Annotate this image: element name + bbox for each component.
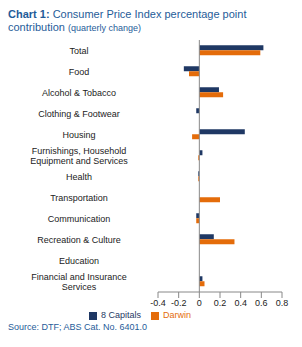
svg-text:Furnishings, Household: Furnishings, Household — [32, 146, 127, 156]
svg-text:0.4: 0.4 — [234, 298, 247, 308]
svg-text:Total: Total — [69, 46, 88, 56]
svg-text:Housing: Housing — [62, 130, 95, 140]
svg-text:0.6: 0.6 — [255, 298, 268, 308]
svg-text:0.2: 0.2 — [214, 298, 227, 308]
svg-text:Education: Education — [59, 256, 99, 266]
svg-text:Alcohol & Tobacco: Alcohol & Tobacco — [42, 88, 116, 98]
svg-text:0.8: 0.8 — [276, 298, 289, 308]
html-text:Darwin: Darwin — [163, 310, 191, 320]
svg-text:Recreation & Culture: Recreation & Culture — [37, 235, 121, 245]
svg-text:-0.2: -0.2 — [171, 298, 187, 308]
svg-text:Equipment and Services: Equipment and Services — [30, 156, 128, 166]
html-text:Chart 1: Consumer Price Index: Chart 1: Consumer Price Index percentage… — [8, 8, 247, 33]
svg-text:Transportation: Transportation — [50, 193, 108, 203]
svg-text:-0.4: -0.4 — [150, 298, 166, 308]
svg-text:Clothing & Footwear: Clothing & Footwear — [38, 109, 120, 119]
svg-text:Services: Services — [62, 282, 97, 292]
svg-text:Communication: Communication — [48, 214, 111, 224]
html-text:8 Capitals: 8 Capitals — [101, 310, 141, 320]
html-text:Source: DTF; ABS Cat. No. 6401: Source: DTF; ABS Cat. No. 6401.0 — [8, 322, 148, 332]
svg-text:Financial and Insurance: Financial and Insurance — [31, 272, 127, 282]
svg-text:Food: Food — [69, 67, 90, 77]
svg-text:0: 0 — [197, 298, 202, 308]
svg-text:Health: Health — [66, 172, 92, 182]
